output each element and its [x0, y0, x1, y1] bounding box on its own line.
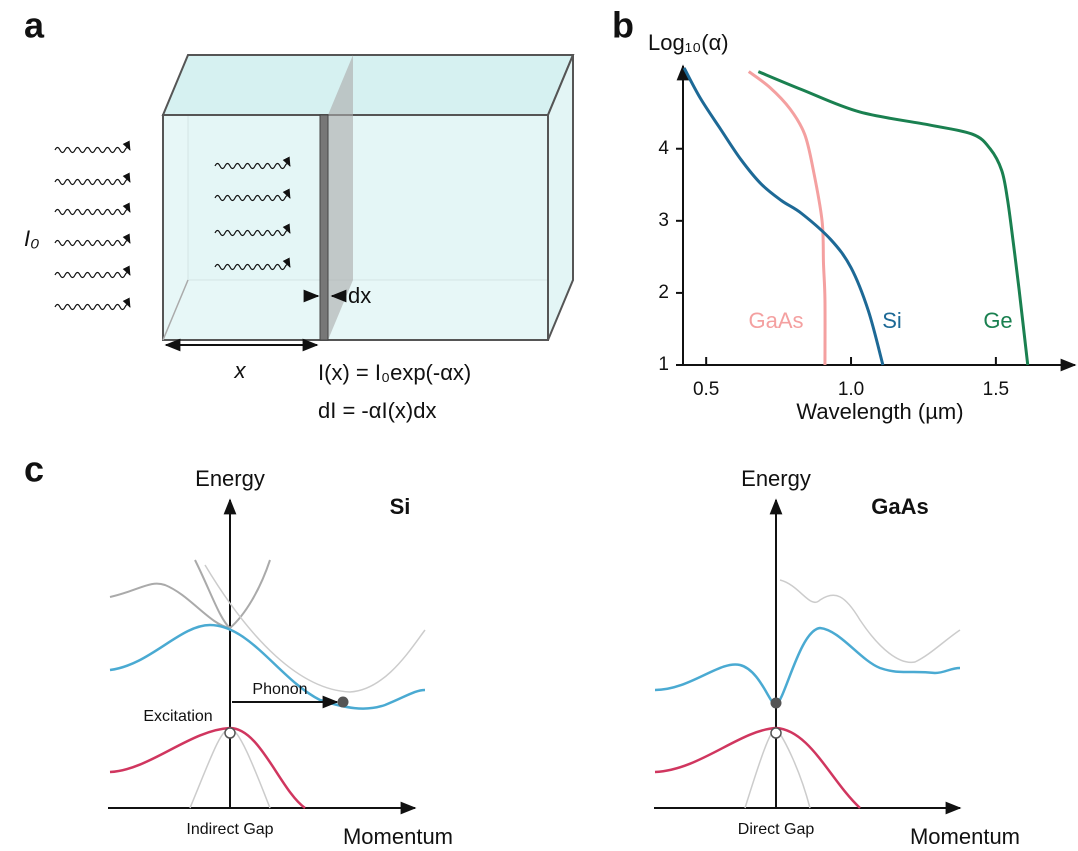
- momentum-label: Momentum: [343, 824, 453, 849]
- material-title: Si: [390, 494, 411, 519]
- energy-label: Energy: [741, 466, 811, 491]
- gap-label: Direct Gap: [738, 821, 815, 838]
- series-label: GaAs: [748, 308, 803, 333]
- panel-c: c Energy Si Phonon Excitation Indirect G…: [24, 449, 1020, 849]
- phonon-label: Phonon: [252, 681, 307, 698]
- y-axis-label: Log₁₀(α): [648, 30, 729, 55]
- equation: I(x) = I₀exp(-αx): [318, 360, 471, 385]
- x-axis-label: Wavelength (µm): [796, 399, 963, 424]
- equation: dI = -αI(x)dx: [318, 398, 436, 423]
- series-label: Ge: [983, 308, 1012, 333]
- gap-label: Indirect Gap: [186, 821, 273, 838]
- y-tick-label: 3: [658, 210, 669, 231]
- panel-label: c: [24, 449, 44, 490]
- excitation-label: Excitation: [143, 708, 212, 725]
- slice-label: dx: [348, 283, 371, 308]
- series-label: Si: [882, 308, 902, 333]
- y-tick-label: 2: [658, 282, 669, 303]
- y-tick-label: 4: [658, 138, 669, 159]
- momentum-label: Momentum: [910, 824, 1020, 849]
- energy-label: Energy: [195, 466, 265, 491]
- x-tick-label: 1.0: [838, 379, 864, 400]
- panel-b: b Log₁₀(α) Wavelength (µm) 0.5 1.0 1.5 1 2 3 4…: [612, 5, 1075, 424]
- x-tick-label: 0.5: [693, 379, 719, 400]
- y-tick-label: 1: [658, 354, 669, 375]
- panel-a: a I₀ dx x I(x) = I₀exp(-αx) dI = -αI(x)d…: [24, 5, 573, 423]
- material-title: GaAs: [871, 494, 928, 519]
- figure: a I₀ dx x I(x) = I₀exp(-αx) dI = -αI(x)d…: [0, 0, 1078, 851]
- intensity-label: I₀: [24, 226, 39, 251]
- panel-label: b: [612, 5, 634, 46]
- depth-label: x: [234, 358, 247, 383]
- panel-label: a: [24, 5, 45, 46]
- x-tick-label: 1.5: [983, 379, 1009, 400]
